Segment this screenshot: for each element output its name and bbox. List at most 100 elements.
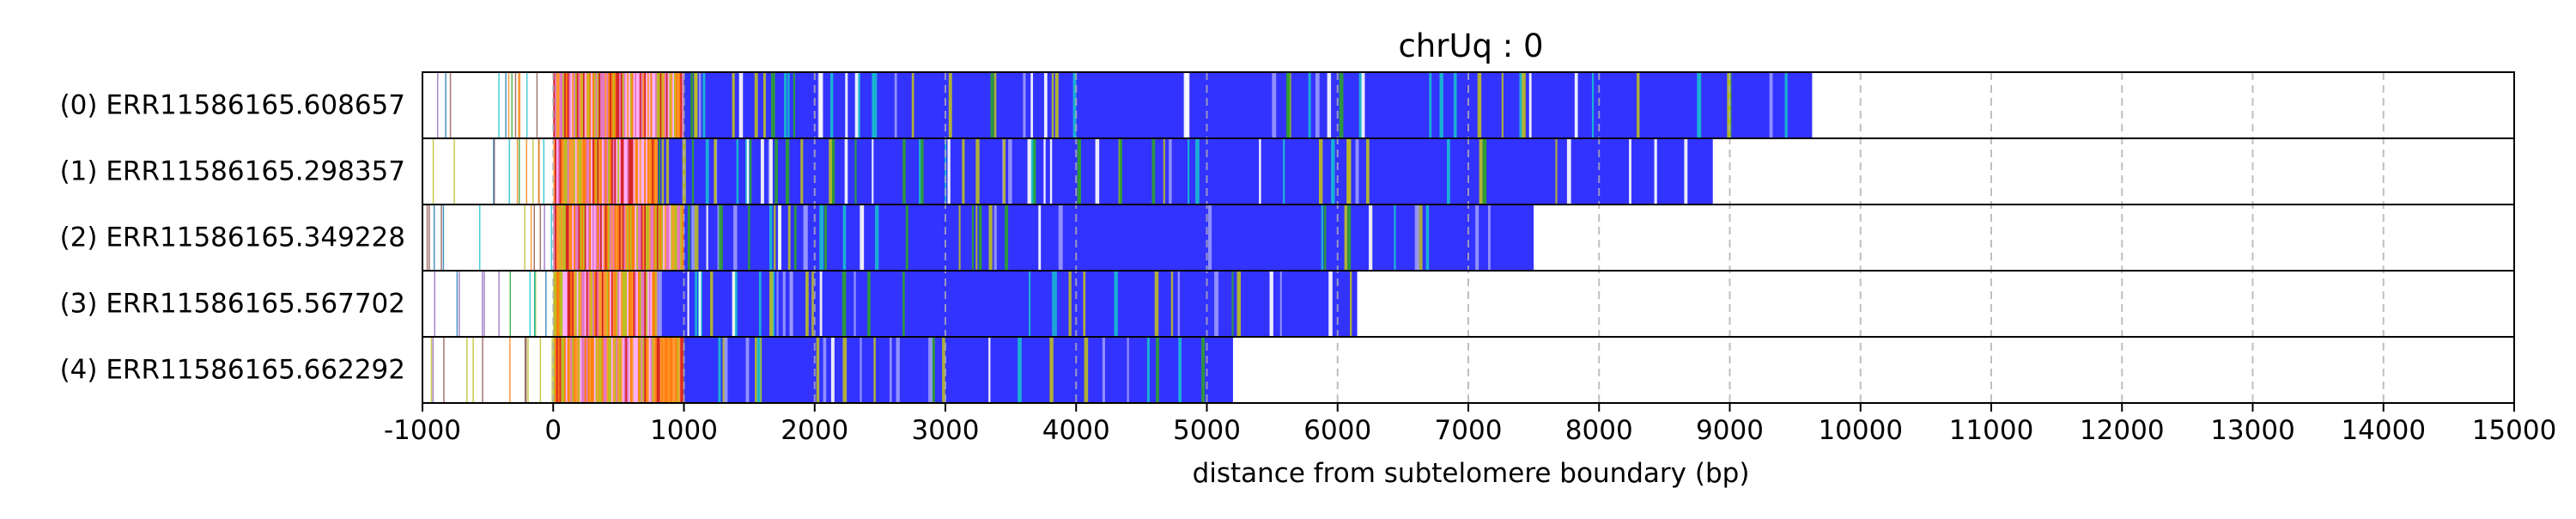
variant-stripe	[603, 72, 606, 138]
variant-stripe	[1591, 72, 1595, 138]
variant-stripe	[565, 271, 568, 337]
variant-stripe	[578, 72, 580, 138]
variant-stripe	[1052, 271, 1055, 337]
variant-stripe	[1350, 271, 1352, 337]
variant-stripe	[650, 138, 653, 205]
variant-stripe	[1358, 72, 1362, 138]
variant-stripe	[576, 72, 579, 138]
variant-stripe	[618, 138, 622, 205]
variant-stripe	[1414, 205, 1419, 271]
variant-stripe	[656, 271, 659, 337]
variant-stripe	[844, 138, 848, 205]
telomere-segment	[683, 337, 1233, 403]
variant-stripe	[576, 205, 579, 271]
variant-stripe	[1425, 205, 1430, 271]
variant-stripe	[1169, 138, 1172, 205]
variant-stripe	[1054, 72, 1059, 138]
variant-stripe	[1439, 72, 1443, 138]
variant-stripe	[608, 72, 611, 138]
variant-stripe	[673, 205, 677, 271]
variant-stripe	[625, 337, 628, 403]
variant-stripe	[819, 205, 823, 271]
variant-stripe	[611, 337, 614, 403]
variant-stripe	[661, 72, 664, 138]
variant-stripe	[568, 138, 571, 205]
variant-stripe	[776, 271, 779, 337]
variant-stripe	[561, 337, 563, 403]
variant-stripe	[600, 205, 603, 271]
variant-stripe	[625, 271, 628, 337]
variant-stripe	[665, 138, 670, 205]
variant-stripe	[568, 72, 571, 138]
variant-stripe	[525, 337, 527, 403]
variant-stripe	[631, 138, 634, 205]
variant-stripe	[958, 205, 961, 271]
variant-stripe	[526, 72, 528, 138]
variant-stripe	[456, 271, 459, 337]
variant-stripe	[559, 138, 562, 205]
variant-stripe	[606, 337, 609, 403]
variant-stripe	[706, 205, 708, 271]
variant-stripe	[1347, 205, 1352, 271]
variant-stripe	[653, 138, 656, 205]
variant-stripe	[618, 72, 622, 138]
variant-stripe	[672, 72, 675, 138]
variant-stripe	[482, 271, 483, 337]
variant-stripe	[586, 271, 588, 337]
variant-stripe	[453, 138, 455, 205]
variant-stripe	[519, 72, 521, 138]
variant-stripe	[614, 72, 617, 138]
variant-stripe	[608, 138, 611, 205]
variant-stripe	[628, 271, 631, 337]
variant-stripe	[639, 72, 642, 138]
variant-stripe	[1027, 138, 1032, 205]
variant-stripe	[1195, 138, 1200, 205]
variant-stripe	[555, 271, 557, 337]
variant-stripe	[1005, 205, 1009, 271]
variant-stripe	[580, 337, 582, 403]
variant-stripe	[1328, 271, 1333, 337]
variant-stripe	[572, 138, 574, 205]
variant-stripe	[622, 271, 624, 337]
variant-stripe	[658, 205, 660, 271]
variant-stripe	[610, 205, 612, 271]
variant-stripe	[574, 138, 578, 205]
variant-stripe	[1684, 138, 1688, 205]
variant-stripe	[603, 138, 606, 205]
variant-stripe	[709, 271, 714, 337]
variant-stripe	[639, 138, 642, 205]
variant-stripe	[1043, 72, 1048, 138]
variant-stripe	[434, 271, 436, 337]
x-tick-label: 1000	[650, 415, 718, 446]
variant-stripe	[578, 271, 580, 337]
variant-stripe	[574, 337, 576, 403]
variant-stripe	[745, 337, 750, 403]
variant-stripe	[695, 271, 698, 337]
variant-stripe	[1654, 138, 1657, 205]
variant-stripe	[516, 138, 519, 205]
variant-stripe	[631, 72, 634, 138]
variant-stripe	[644, 138, 647, 205]
variant-stripe	[582, 138, 586, 205]
variant-stripe	[598, 72, 601, 138]
variant-stripe	[919, 138, 921, 205]
variant-stripe	[694, 205, 699, 271]
variant-stripe	[793, 205, 797, 271]
variant-stripe	[652, 205, 654, 271]
variant-stripe	[428, 205, 430, 271]
variant-stripe	[618, 337, 622, 403]
variant-stripe	[587, 271, 590, 337]
variant-stripe	[595, 205, 598, 271]
read-label: (1) ERR11586165.298357	[60, 156, 405, 187]
variant-stripe	[587, 205, 590, 271]
variant-stripe	[993, 205, 997, 271]
variant-stripe	[562, 138, 565, 205]
x-tick-label: 0	[544, 415, 562, 446]
variant-stripe	[639, 205, 642, 271]
variant-stripe	[691, 138, 695, 205]
variant-stripe	[1574, 72, 1578, 138]
variant-stripe	[1769, 72, 1773, 138]
variant-stripe	[600, 337, 603, 403]
variant-stripe	[612, 138, 616, 205]
variant-stripe	[627, 205, 629, 271]
